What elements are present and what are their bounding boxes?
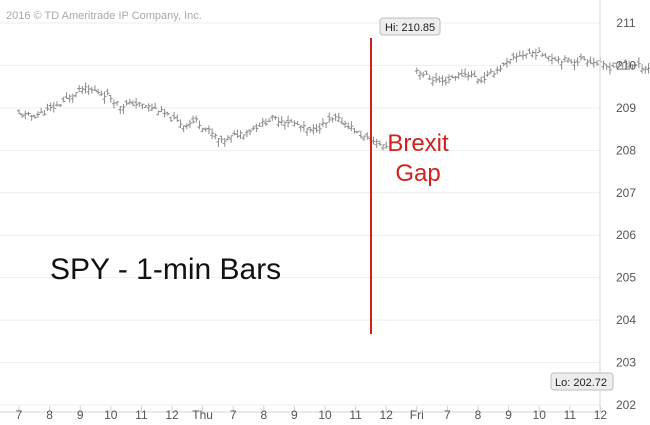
y-tick-label: 203 xyxy=(616,356,636,370)
x-tick-label: 11 xyxy=(564,408,577,422)
price-bars xyxy=(17,47,650,151)
x-tick-label: 10 xyxy=(318,408,332,422)
y-tick-label: 204 xyxy=(616,313,636,327)
low-callout-text: Lo: 202.72 xyxy=(555,377,607,389)
x-tick-label: 11 xyxy=(349,408,362,422)
y-tick-label: 208 xyxy=(616,143,636,157)
y-axis: 202 203 204 205 206 207 208 209 210 211 xyxy=(599,0,636,412)
x-tick-label: 11 xyxy=(135,408,148,422)
brexit-label: Brexit xyxy=(387,130,449,157)
x-tick-label: 7 xyxy=(230,408,237,422)
x-tick-label: Thu xyxy=(192,408,213,422)
x-tick-label: 7 xyxy=(444,408,451,422)
high-callout: Hi: 210.85 xyxy=(379,17,441,36)
x-tick-label: 9 xyxy=(291,408,298,422)
y-tick-label: 211 xyxy=(616,16,635,30)
x-tick-label: Fri xyxy=(410,408,424,422)
x-tick-label: 12 xyxy=(380,408,394,422)
x-tick-label: 12 xyxy=(594,408,608,422)
gap-label: Gap xyxy=(395,160,440,187)
copyright-text: 2016 © TD Ameritrade IP Company, Inc. xyxy=(6,10,202,22)
y-tick-label: 207 xyxy=(616,186,636,200)
x-tick-label: 7 xyxy=(16,408,23,422)
y-tick-label: 210 xyxy=(616,58,636,72)
y-tick-label: 209 xyxy=(616,101,636,115)
chart-annotation-title: SPY - 1-min Bars xyxy=(50,253,281,286)
y-tick-label: 202 xyxy=(616,398,636,412)
low-callout: Lo: 202.72 xyxy=(550,372,614,391)
high-callout-text: Hi: 210.85 xyxy=(385,22,435,34)
x-tick-label: 8 xyxy=(475,408,482,422)
gridlines xyxy=(0,22,600,413)
x-axis: 7 8 9 10 11 12 Thu 7 8 9 10 11 12 Fri 7 8 9 10 11 12 xyxy=(16,406,608,422)
x-tick-label: 10 xyxy=(104,408,118,422)
x-tick-label: 9 xyxy=(505,408,512,422)
x-tick-label: 8 xyxy=(46,408,53,422)
y-tick-label: 205 xyxy=(616,271,636,285)
y-tick-label: 206 xyxy=(616,228,636,242)
x-tick-label: 10 xyxy=(533,408,547,422)
x-tick-label: 8 xyxy=(260,408,267,422)
x-tick-label: 12 xyxy=(165,408,179,422)
x-tick-label: 9 xyxy=(77,408,84,422)
